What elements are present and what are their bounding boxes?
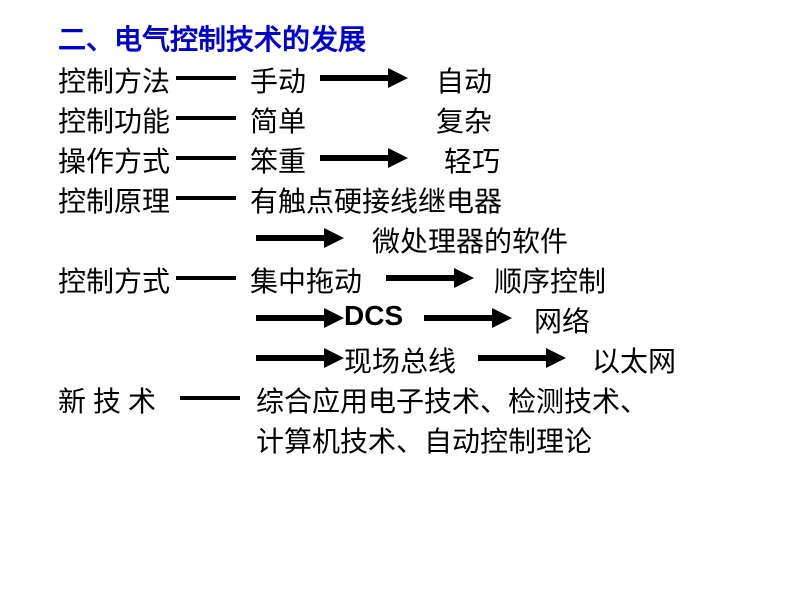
arrow-icon — [320, 66, 420, 90]
row5c-eth: 以太网 — [592, 340, 676, 380]
row1-mid: 手动 — [250, 60, 306, 100]
row1-label: 控制方法 — [58, 60, 170, 100]
row5b-net: 网络 — [534, 300, 590, 340]
row3-label: 操作方式 — [58, 140, 170, 180]
section-title: 二、电气控制技术的发展 — [58, 18, 366, 58]
row4-label: 控制原理 — [58, 180, 170, 220]
row5-label: 控制方式 — [58, 260, 170, 300]
row3-mid: 笨重 — [250, 140, 306, 180]
arrow-icon — [478, 346, 578, 370]
row3-end: 轻巧 — [444, 140, 500, 180]
connector-line — [176, 116, 236, 120]
arrow-icon — [256, 346, 356, 370]
row6-line2: 计算机技术、自动控制理论 — [256, 420, 592, 460]
row2-end: 复杂 — [436, 100, 492, 140]
row6-label: 新 技 术 — [58, 380, 156, 420]
arrow-icon — [424, 306, 524, 330]
connector-line — [176, 276, 236, 280]
row5c-bus: 现场总线 — [344, 340, 456, 380]
row5-end: 顺序控制 — [494, 260, 606, 300]
arrow-icon — [256, 306, 356, 330]
arrow-icon — [386, 266, 486, 290]
row2-mid: 简单 — [250, 100, 306, 140]
row6-line1: 综合应用电子技术、检测技术、 — [256, 380, 648, 420]
arrow-icon — [256, 226, 356, 250]
row1-end: 自动 — [436, 60, 492, 100]
row2-label: 控制功能 — [58, 100, 170, 140]
row4-mid: 有触点硬接线继电器 — [250, 180, 502, 220]
connector-line — [176, 156, 236, 160]
connector-line — [176, 196, 236, 200]
row4b-text: 微处理器的软件 — [372, 220, 568, 260]
row5-mid: 集中拖动 — [250, 260, 362, 300]
connector-line — [180, 396, 240, 400]
connector-line — [176, 76, 236, 80]
arrow-icon — [320, 146, 420, 170]
